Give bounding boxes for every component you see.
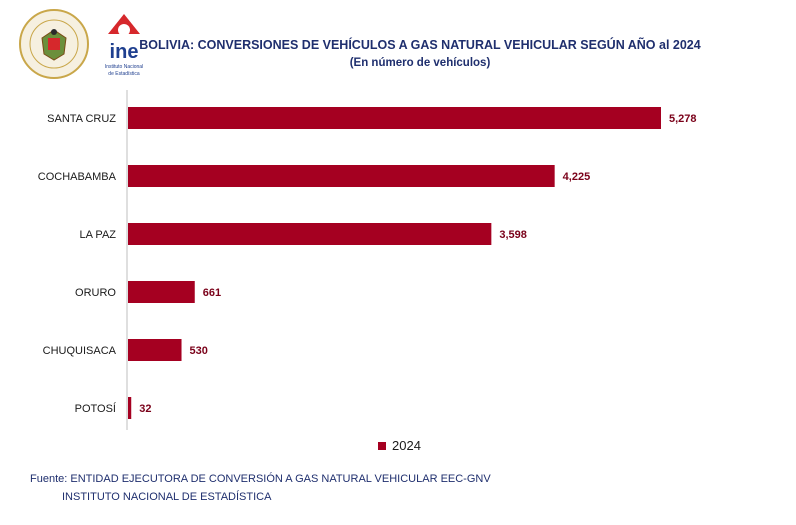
category-label: SANTA CRUZ bbox=[47, 113, 116, 125]
chart-legend: 2024 bbox=[378, 438, 421, 453]
category-label: POTOSÍ bbox=[75, 402, 117, 415]
value-label: 530 bbox=[190, 345, 208, 357]
value-label: 661 bbox=[203, 287, 221, 299]
bar bbox=[128, 165, 555, 187]
bar bbox=[128, 281, 195, 303]
category-label: ORURO bbox=[75, 287, 116, 299]
chart-subtitle: (En número de vehículos) bbox=[349, 57, 491, 69]
source-line-1: Fuente: ENTIDAD EJECUTORA DE CONVERSIÓN … bbox=[30, 473, 491, 485]
bar bbox=[128, 107, 661, 129]
bar-chart: SANTA CRUZ 5,278 COCHABAMBA 4,225 LA PAZ 3,59… bbox=[38, 90, 697, 430]
svg-text:Instituto Nacional: Instituto Nacional bbox=[105, 64, 143, 70]
source-note: Fuente: ENTIDAD EJECUTORA DE CONVERSIÓN … bbox=[30, 470, 491, 506]
value-label: 5,278 bbox=[669, 113, 697, 125]
value-label: 32 bbox=[139, 403, 151, 415]
svg-text:de Estadística: de Estadística bbox=[108, 71, 140, 77]
bar bbox=[128, 223, 492, 245]
value-label: 4,225 bbox=[563, 171, 591, 183]
chart-title: BOLIVIA: CONVERSIONES DE VEHÍCULOS A GAS… bbox=[139, 38, 701, 52]
presidency-seal-logo bbox=[18, 8, 90, 80]
source-line-2: INSTITUTO NACIONAL DE ESTADÍSTICA bbox=[62, 491, 272, 503]
category-label: COCHABAMBA bbox=[38, 171, 117, 183]
ine-logo: ine Instituto Nacional de Estadística bbox=[100, 8, 148, 80]
legend-swatch bbox=[378, 441, 386, 450]
category-label: LA PAZ bbox=[80, 229, 117, 241]
bar bbox=[128, 339, 182, 361]
category-label: CHUQUISACA bbox=[43, 345, 117, 357]
bar bbox=[128, 397, 132, 419]
value-label: 3,598 bbox=[499, 229, 527, 241]
svg-text:ine: ine bbox=[110, 41, 139, 63]
chart-title-block: BOLIVIA: CONVERSIONES DE VEHÍCULOS A GAS… bbox=[120, 38, 720, 69]
legend-label: 2024 bbox=[392, 438, 421, 453]
